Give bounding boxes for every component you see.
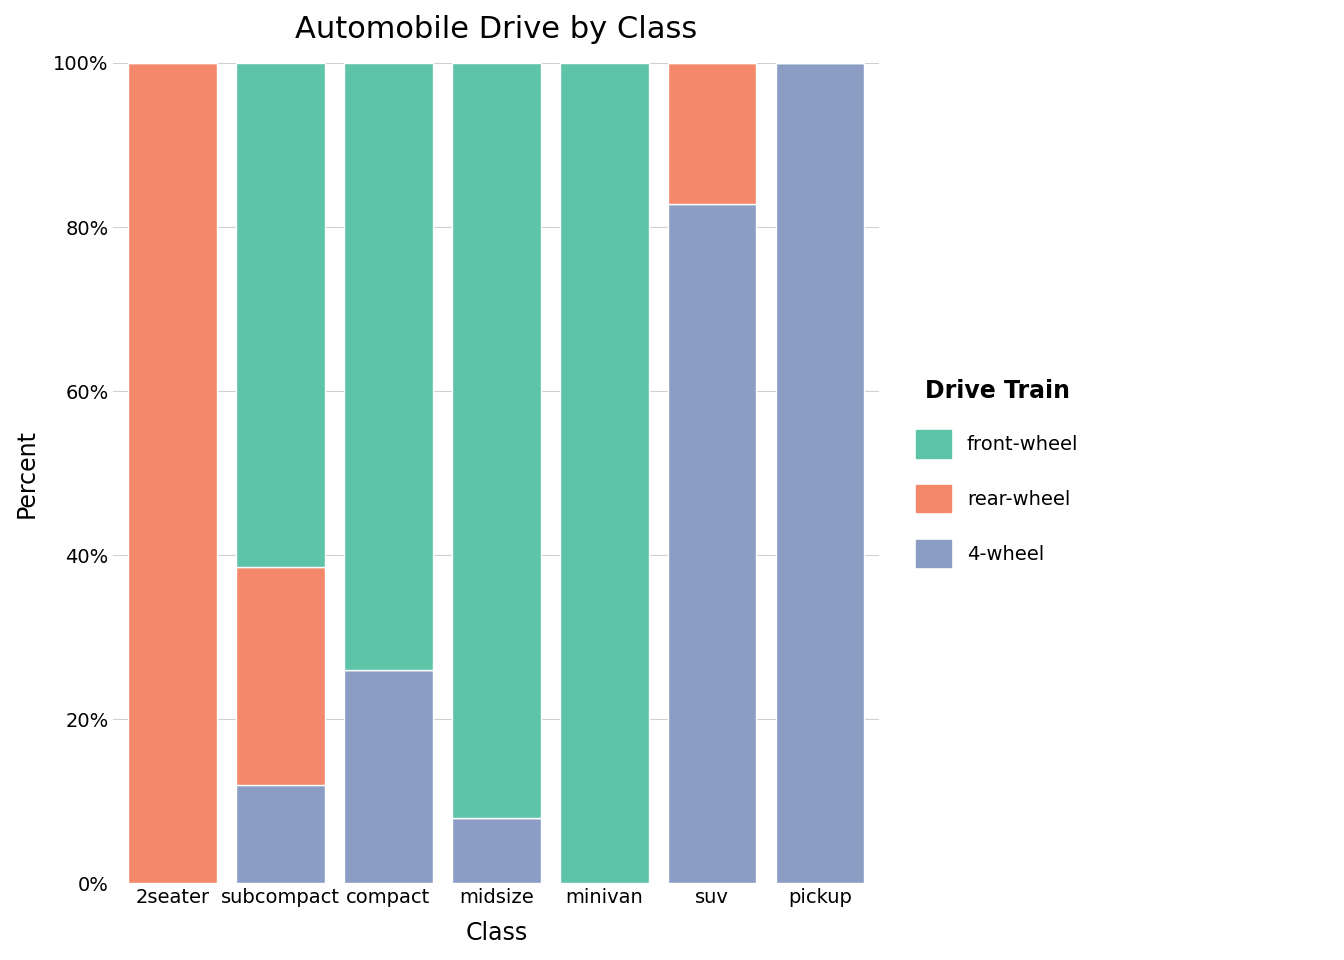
Bar (129, 63, 216, 883)
Bar (452, 818, 540, 883)
Bar (237, 785, 325, 883)
Title: Automobile Drive by Class: Automobile Drive by Class (296, 15, 698, 44)
X-axis label: Class: Class (465, 921, 527, 945)
Bar (237, 63, 325, 567)
Bar (668, 204, 757, 883)
Y-axis label: Percent: Percent (15, 428, 39, 517)
Bar (344, 63, 433, 670)
Bar (668, 63, 757, 204)
Bar (452, 63, 540, 818)
Bar (344, 670, 433, 883)
Bar (775, 63, 864, 883)
Legend: front-wheel, rear-wheel, 4-wheel: front-wheel, rear-wheel, 4-wheel (896, 360, 1098, 587)
Bar (237, 567, 325, 785)
Bar (560, 63, 649, 883)
